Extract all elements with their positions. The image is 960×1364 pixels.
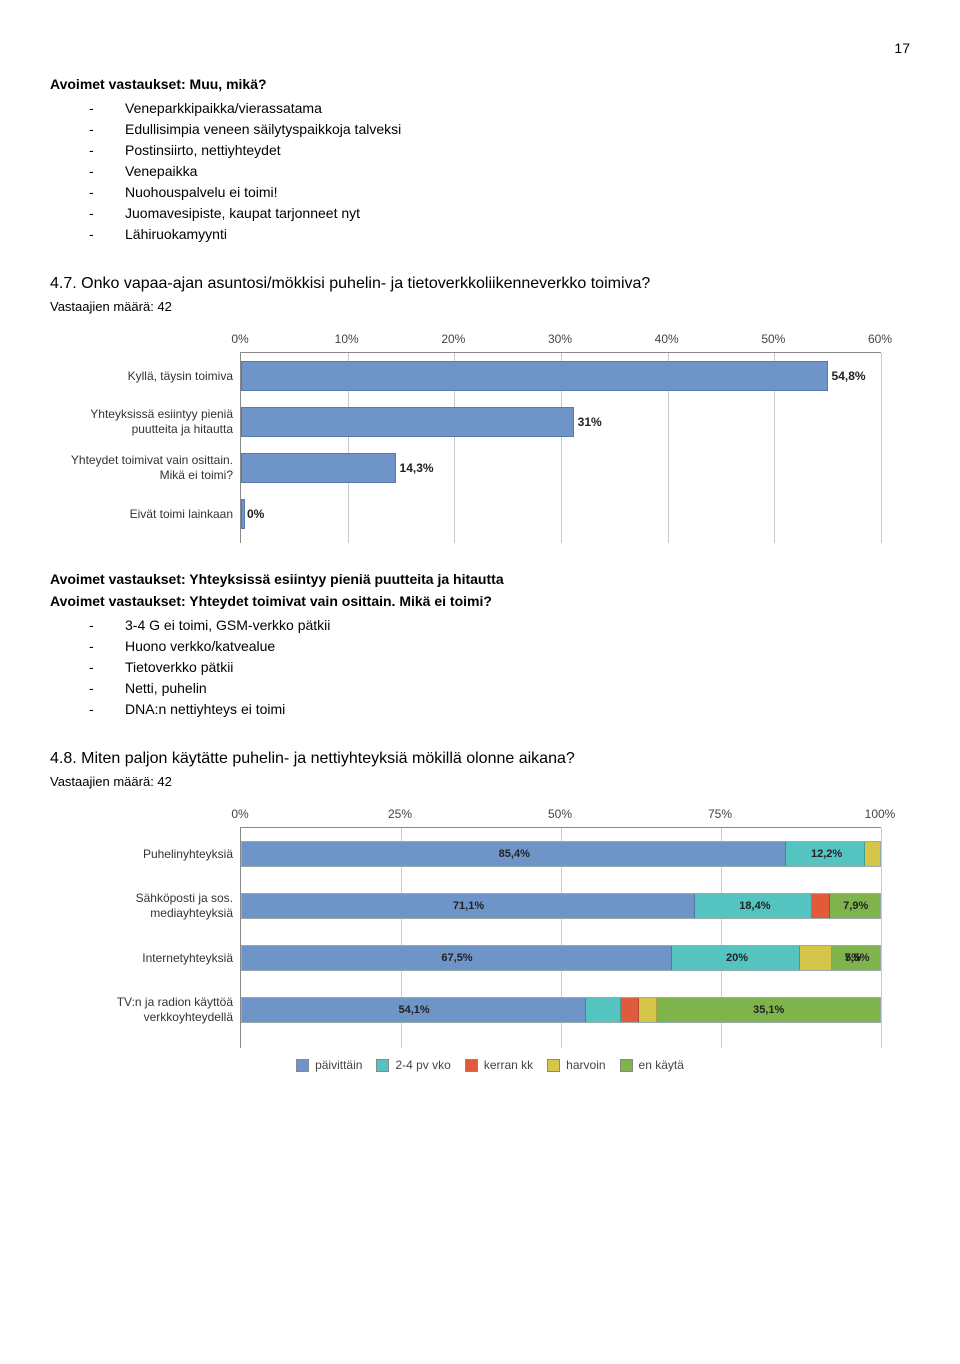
bar [241, 407, 574, 437]
chart-row-label: Eivät toimi lainkaan [63, 507, 241, 522]
bar-segment-label: 85,4% [499, 848, 530, 860]
bar [241, 453, 396, 483]
chart-row-label: Puhelinyhteyksiä [63, 847, 241, 862]
chart-row: Kyllä, täysin toimiva54,8% [241, 353, 881, 399]
legend-item: 2-4 pv vko [376, 1058, 450, 1072]
legend-label: päivittäin [315, 1058, 362, 1072]
bar-segment [812, 894, 830, 918]
bar [241, 499, 245, 529]
bar-value-label: 31% [578, 415, 602, 429]
chart-4-7-plot: 0% 10% 20% 30% 40% 50% 60% Kyllä, täysin toimiv… [70, 332, 910, 543]
legend-label: 2-4 pv vko [395, 1058, 450, 1072]
legend-label: harvoin [566, 1058, 605, 1072]
bar-segment [639, 998, 657, 1022]
x-tick: 50% [548, 807, 572, 821]
chart-row: Yhteydet toimivat vain osittain.Mikä ei … [241, 445, 881, 491]
x-tick: 10% [335, 332, 359, 346]
chart-row: Eivät toimi lainkaan0% [241, 491, 881, 537]
list-item: Venepaikka [50, 161, 910, 182]
question-4-7-count: Vastaajien määrä: 42 [50, 299, 910, 314]
legend-swatch [465, 1059, 478, 1072]
list-item: Edullisimpia veneen säilytyspaikkoja tal… [50, 119, 910, 140]
x-tick: 0% [231, 332, 248, 346]
bar-segment-label: 71,1% [453, 900, 484, 912]
x-tick: 60% [868, 332, 892, 346]
chart-4-8-legend: päivittäin 2-4 pv vko kerran kk harvoin en k… [70, 1058, 910, 1072]
x-tick: 50% [761, 332, 785, 346]
list-item: 3-4 G ei toimi, GSM-verkko pätkii [50, 615, 910, 636]
bar-segment-label: 54,1% [399, 1004, 430, 1016]
bar-segment-label: 35,1% [753, 1004, 784, 1016]
stacked-bar [241, 893, 881, 919]
chart-4-8: 0% 25% 50% 75% 100% Puhelinyhteyksiä 85,4% 12,2… [50, 807, 910, 1072]
list-item: Juomavesipiste, kaupat tarjonneet nyt [50, 203, 910, 224]
legend-swatch [296, 1059, 309, 1072]
open-answers-list-1: Veneparkkipaikka/vierassatamaEdullisimpi… [50, 98, 910, 245]
chart-row: TV:n ja radion käyttöäverkkoyhteydellä54… [241, 984, 881, 1036]
legend-label: kerran kk [484, 1058, 533, 1072]
x-tick: 40% [655, 332, 679, 346]
list-item: Lähiruokamyynti [50, 224, 910, 245]
chart-4-7: 0% 10% 20% 30% 40% 50% 60% Kyllä, täysin toimiv… [50, 332, 910, 543]
list-item: Huono verkko/katvealue [50, 636, 910, 657]
x-tick: 20% [441, 332, 465, 346]
list-item: Nuohouspalvelu ei toimi! [50, 182, 910, 203]
list-item: Netti, puhelin [50, 678, 910, 699]
x-tick: 30% [548, 332, 572, 346]
legend-item: en käytä [620, 1058, 684, 1072]
chart-row: Yhteyksissä esiintyy pieniäpuutteita ja … [241, 399, 881, 445]
legend-item: kerran kk [465, 1058, 533, 1072]
bar [241, 361, 828, 391]
stacked-bar [241, 997, 881, 1023]
question-4-7-title: 4.7. Onko vapaa-ajan asuntosi/mökkisi pu… [50, 275, 910, 293]
bar-segment-label: 18,4% [739, 900, 770, 912]
legend-swatch [376, 1059, 389, 1072]
question-4-8-title: 4.8. Miten paljon käytätte puhelin- ja n… [50, 750, 910, 768]
chart-row-label: TV:n ja radion käyttöäverkkoyhteydellä [63, 995, 241, 1025]
legend-swatch [620, 1059, 633, 1072]
chart-row-label: Yhteydet toimivat vain osittain.Mikä ei … [63, 453, 241, 483]
x-tick: 75% [708, 807, 732, 821]
x-tick: 25% [388, 807, 412, 821]
bar-value-label: 0% [247, 507, 264, 521]
stacked-bar [241, 841, 881, 867]
question-4-8-count: Vastaajien määrä: 42 [50, 774, 910, 789]
open-answers-heading-1: Avoimet vastaukset: Muu, mikä? [50, 76, 910, 92]
chart-row: Internetyhteyksiä67,5%20%5%7,5% [241, 932, 881, 984]
bar-value-label: 14,3% [400, 461, 434, 475]
open-answers-list-2: 3-4 G ei toimi, GSM-verkko pätkiiHuono v… [50, 615, 910, 720]
bar-segment-label: 7,9% [843, 900, 868, 912]
bar-segment [800, 946, 833, 970]
chart-row: Puhelinyhteyksiä85,4%12,2% [241, 828, 881, 880]
list-item: Veneparkkipaikka/vierassatama [50, 98, 910, 119]
page-number: 17 [50, 40, 910, 56]
chart-row-label: Kyllä, täysin toimiva [63, 369, 241, 384]
stacked-bar [241, 945, 881, 971]
bar-value-label: 54,8% [832, 369, 866, 383]
bar-segment [865, 842, 880, 866]
chart-row-label: Internetyhteyksiä [63, 951, 241, 966]
bar-segment-label: 12,2% [811, 848, 842, 860]
chart-row-label: Sähköposti ja sos. mediayhteyksiä [63, 891, 241, 921]
list-item: Postinsiirto, nettiyhteydet [50, 140, 910, 161]
chart-row-label: Yhteyksissä esiintyy pieniäpuutteita ja … [63, 407, 241, 437]
x-tick: 0% [231, 807, 248, 821]
open-answers-heading-2b: Avoimet vastaukset: Yhteydet toimivat va… [50, 593, 910, 609]
legend-label: en käytä [639, 1058, 684, 1072]
bar-segment [586, 998, 621, 1022]
legend-swatch [547, 1059, 560, 1072]
legend-item: päivittäin [296, 1058, 362, 1072]
chart-row: Sähköposti ja sos. mediayhteyksiä71,1%18… [241, 880, 881, 932]
open-answers-heading-2a: Avoimet vastaukset: Yhteyksissä esiintyy… [50, 571, 910, 587]
legend-item: harvoin [547, 1058, 605, 1072]
list-item: DNA:n nettiyhteys ei toimi [50, 699, 910, 720]
bar-segment [621, 998, 639, 1022]
bar-segment-label: 20% [726, 952, 748, 964]
list-item: Tietoverkko pätkii [50, 657, 910, 678]
x-tick: 100% [865, 807, 896, 821]
chart-4-8-plot: 0%25%50%75%100%Puhelinyhteyksiä85,4%12,2… [70, 807, 910, 1048]
bar-segment-label: 67,5% [441, 952, 472, 964]
bar-segment-label: 7,5% [844, 952, 869, 964]
